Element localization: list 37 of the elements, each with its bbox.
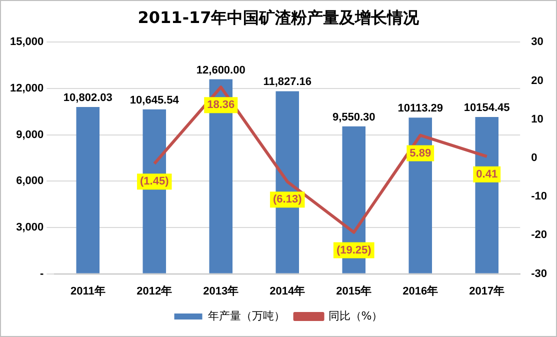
legend-label: 年产量（万吨） xyxy=(208,309,285,322)
y2-tick-label: 30 xyxy=(531,36,544,48)
data-label: (6.13) xyxy=(273,194,302,206)
data-label: 11,827.16 xyxy=(263,76,312,88)
y2-tick-label: 0 xyxy=(531,152,538,164)
data-label: (19.25) xyxy=(336,244,372,256)
data-label: 10,802.03 xyxy=(63,92,112,104)
data-label: 12,600.00 xyxy=(196,64,246,76)
y2-tick-label: -30 xyxy=(531,268,548,280)
x-tick-label: 2015年 xyxy=(336,284,372,298)
y-tick-label: 12,000 xyxy=(10,82,44,95)
y2-tick-label: 10 xyxy=(531,113,544,126)
data-label: 18.36 xyxy=(207,99,235,112)
data-label: 9,550.30 xyxy=(332,111,376,124)
y-tick-label: 15,000 xyxy=(10,36,44,48)
data-label: 5.89 xyxy=(410,147,432,160)
data-label: 10,645.54 xyxy=(130,94,180,106)
y2-tick-label: -20 xyxy=(531,229,548,242)
x-tick-label: 2014年 xyxy=(270,284,306,298)
x-tick-label: 2017年 xyxy=(469,284,505,298)
data-label: 10154.45 xyxy=(464,102,510,114)
x-tick-label: 2013年 xyxy=(203,284,239,298)
x-tick-label: 2011年 xyxy=(70,284,106,298)
y-tick-label: 6,000 xyxy=(16,175,44,188)
y2-tick-label: 20 xyxy=(531,74,544,87)
y-tick-label: 3,000 xyxy=(16,222,44,234)
x-tick-label: 2012年 xyxy=(136,284,172,298)
data-label: 0.41 xyxy=(476,168,498,180)
chart-title: 2011-17年中国矿渣粉产量及增长情况 xyxy=(138,8,420,27)
data-label: 10113.29 xyxy=(398,102,443,115)
y-tick-label: - xyxy=(40,268,44,280)
data-label: (1.45) xyxy=(140,176,170,188)
bar xyxy=(76,107,100,274)
y-tick-label: 9,000 xyxy=(16,128,44,141)
x-tick-label: 2016年 xyxy=(402,284,438,298)
y2-tick-label: -10 xyxy=(531,190,548,203)
legend-label: 同比（%） xyxy=(328,309,383,322)
